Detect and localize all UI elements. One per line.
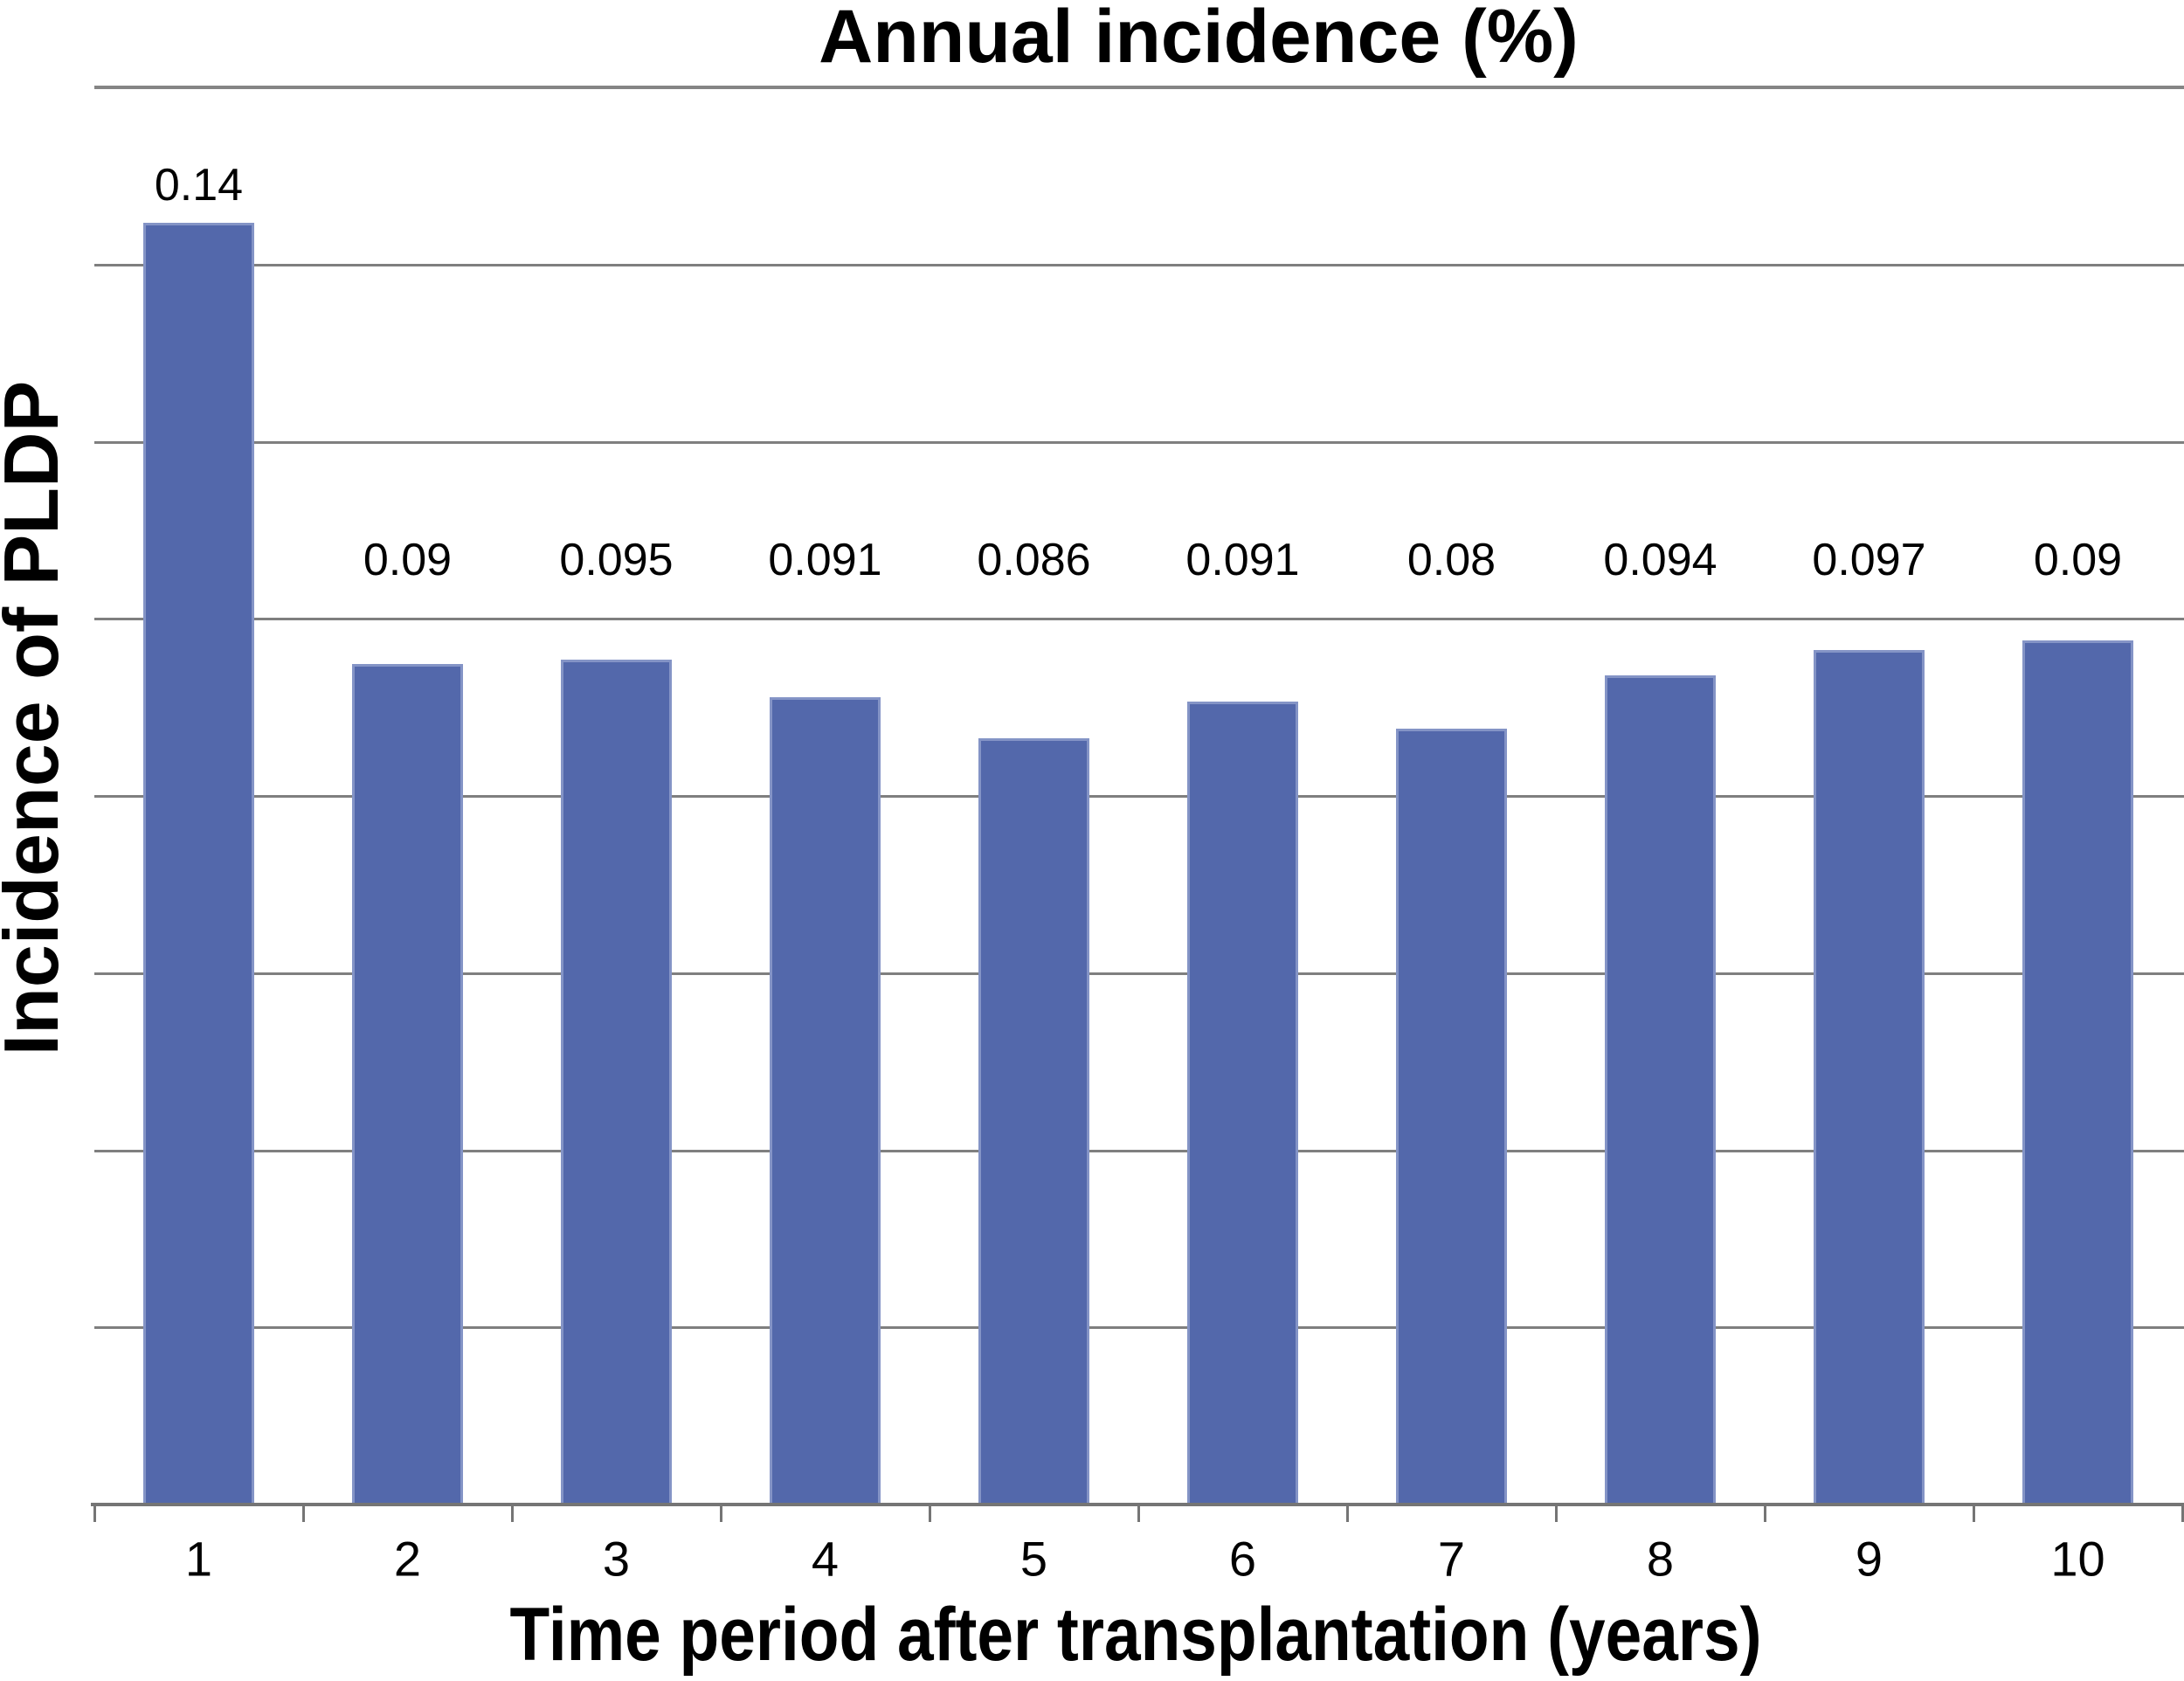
bar bbox=[1814, 650, 1925, 1506]
axis-tick-mark bbox=[1764, 1503, 1766, 1522]
gridline bbox=[94, 1150, 2184, 1152]
axis-tick-mark bbox=[720, 1503, 722, 1522]
bar-value-label: 0.091 bbox=[768, 535, 882, 585]
axis-tick-mark bbox=[1137, 1503, 1140, 1522]
bar bbox=[2022, 640, 2133, 1506]
bar-value-label: 0.097 bbox=[1812, 535, 1926, 585]
bar bbox=[1605, 675, 1716, 1506]
axis-tick-mark bbox=[302, 1503, 305, 1522]
bar-value-label: 0.14 bbox=[154, 160, 244, 211]
x-tick-label: 1 bbox=[184, 1531, 213, 1587]
x-tick-label: 2 bbox=[393, 1531, 422, 1587]
gridline bbox=[94, 1326, 2184, 1329]
x-tick-label: 4 bbox=[811, 1531, 840, 1587]
bar-value-label: 0.091 bbox=[1185, 535, 1300, 585]
x-tick-label: 6 bbox=[1228, 1531, 1257, 1587]
bar-value-label: 0.09 bbox=[363, 535, 453, 585]
bar-value-label: 0.086 bbox=[977, 535, 1091, 585]
bar bbox=[1396, 729, 1507, 1506]
x-tick-label: 8 bbox=[1646, 1531, 1675, 1587]
bar bbox=[561, 660, 672, 1506]
axis-tick-mark bbox=[93, 1503, 96, 1522]
plot-top-border bbox=[94, 86, 2184, 89]
axis-tick-mark bbox=[511, 1503, 514, 1522]
bar bbox=[352, 664, 463, 1506]
x-tick-label: 10 bbox=[2050, 1531, 2105, 1587]
axis-tick-mark bbox=[1555, 1503, 1558, 1522]
y-axis-title: Incidence of PLDP bbox=[0, 380, 74, 1056]
x-axis-title: Time period after transplantation (years… bbox=[509, 1593, 1762, 1677]
bar bbox=[978, 738, 1089, 1506]
bar bbox=[770, 697, 881, 1506]
bar bbox=[1187, 702, 1298, 1506]
bar-value-label: 0.095 bbox=[559, 535, 674, 585]
axis-tick-mark bbox=[929, 1503, 931, 1522]
bar-value-label: 0.09 bbox=[2033, 535, 2123, 585]
x-tick-label: 5 bbox=[1019, 1531, 1048, 1587]
gridline bbox=[94, 795, 2184, 798]
chart-title: Annual incidence (%) bbox=[819, 0, 1579, 79]
x-tick-label: 3 bbox=[602, 1531, 631, 1587]
gridline bbox=[94, 972, 2184, 975]
axis-tick-mark bbox=[2181, 1503, 2184, 1522]
bar-value-label: 0.08 bbox=[1406, 535, 1496, 585]
gridline bbox=[94, 264, 2184, 266]
x-tick-label: 7 bbox=[1437, 1531, 1466, 1587]
bar bbox=[143, 223, 254, 1506]
bar-value-label: 0.094 bbox=[1603, 535, 1717, 585]
gridline bbox=[94, 441, 2184, 444]
axis-tick-mark bbox=[1973, 1503, 1975, 1522]
x-tick-label: 9 bbox=[1855, 1531, 1883, 1587]
gridline bbox=[94, 618, 2184, 620]
axis-tick-mark bbox=[1346, 1503, 1349, 1522]
